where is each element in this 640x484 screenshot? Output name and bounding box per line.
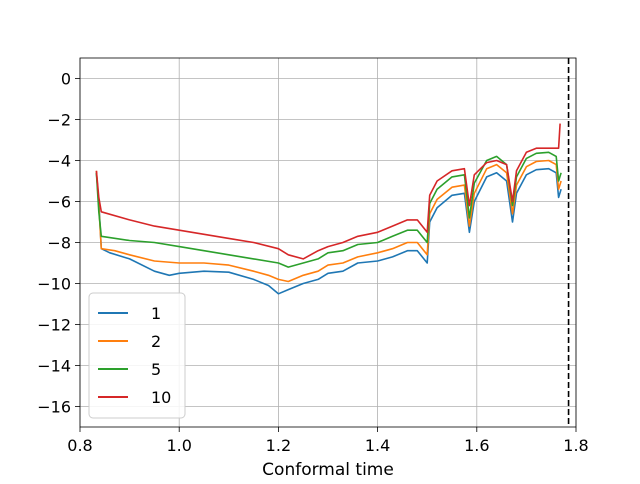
x-tick-label: 1.8: [563, 436, 588, 455]
y-tick-label: 0: [61, 70, 71, 89]
y-axis-ticks: 0 −2 −4 −6 −8 −10 −12 −14 −16: [37, 70, 80, 417]
x-tick-label: 1.4: [365, 436, 390, 455]
legend-label-2: 2: [151, 332, 161, 351]
y-tick-label: −8: [47, 234, 71, 253]
x-tick-label: 1.0: [166, 436, 191, 455]
y-tick-label: −16: [37, 398, 71, 417]
y-tick-label: −12: [37, 316, 71, 335]
y-tick-label: −10: [37, 275, 71, 294]
x-tick-label: 0.8: [67, 436, 92, 455]
series-line-1: [95, 167, 562, 295]
y-tick-label: −6: [47, 193, 71, 212]
legend-label-1: 1: [151, 304, 161, 323]
legend-label-10: 10: [151, 388, 171, 407]
series-line-5: [95, 151, 562, 268]
x-tick-label: 1.6: [464, 436, 489, 455]
series-line-2: [95, 159, 562, 283]
x-axis-label: Conformal time: [262, 460, 394, 480]
legend-label-5: 5: [151, 360, 161, 379]
series-line-10: [95, 123, 561, 260]
y-tick-label: −4: [47, 152, 71, 171]
series-lines: [95, 123, 562, 295]
x-tick-label: 1.2: [266, 436, 291, 455]
x-axis-ticks: 0.8 1.0 1.2 1.4 1.6 1.8: [67, 427, 589, 455]
legend: 1 2 5 10: [88, 292, 186, 419]
y-tick-label: −14: [37, 357, 71, 376]
y-tick-label: −2: [47, 111, 71, 130]
legend-box: [88, 292, 186, 419]
